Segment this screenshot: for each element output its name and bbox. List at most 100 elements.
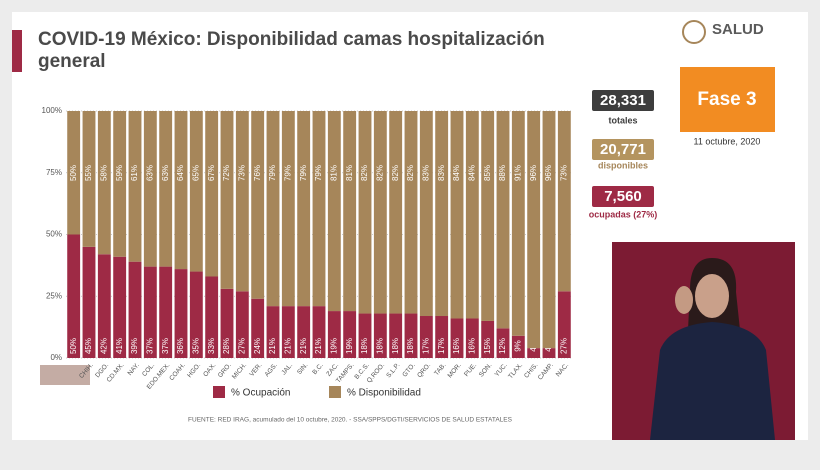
bar-segment (450, 111, 464, 319)
value-label: 18% (391, 338, 400, 354)
bar-segment (404, 111, 418, 314)
value-label: 82% (406, 165, 415, 181)
bar-segment (189, 111, 203, 272)
value-label: 72% (222, 165, 231, 181)
bar-segment (389, 313, 403, 358)
bar-segment (327, 311, 341, 358)
bar-segment (235, 111, 249, 292)
bar-segment (389, 111, 403, 314)
legend-label: % Disponibilidad (347, 388, 421, 399)
bar-segment (82, 246, 96, 358)
bar-segment (297, 306, 311, 358)
y-tick-label: 0% (50, 353, 62, 362)
legend-swatch (213, 386, 225, 398)
logo-text: SALUD (712, 21, 764, 38)
value-label: 50% (69, 165, 78, 181)
bar-segment (496, 328, 510, 358)
value-label: 82% (391, 165, 400, 181)
bar-segment (97, 254, 111, 358)
bar-segment (527, 111, 541, 349)
bar-segment (542, 348, 556, 358)
value-label: 28% (222, 338, 231, 354)
value-label: 73% (237, 165, 246, 181)
value-label: 27% (237, 338, 246, 354)
bar-segment (312, 306, 326, 358)
bar-segment (174, 111, 188, 270)
value-label: 83% (421, 165, 430, 181)
value-label: 37% (161, 338, 170, 354)
bar-segment (465, 318, 479, 358)
stat-label: disponibles (598, 160, 648, 170)
bar-segment (511, 335, 525, 358)
logo-emblem (682, 20, 706, 44)
value-label: 96% (529, 165, 538, 181)
bar-segment (465, 111, 479, 319)
bar-segment (113, 111, 127, 257)
stat-value: 20,771 (600, 141, 646, 158)
bar-segment (496, 111, 510, 329)
value-label: 85% (483, 165, 492, 181)
bar-segment (159, 111, 173, 267)
value-label: 27% (559, 338, 568, 354)
bar-segment (143, 111, 157, 267)
value-label: 39% (130, 338, 139, 354)
value-label: 63% (145, 165, 154, 181)
bar-segment (266, 111, 280, 307)
value-label: 37% (145, 338, 154, 354)
value-label: 35% (191, 338, 200, 354)
value-label: 36% (176, 338, 185, 354)
value-label: 73% (559, 165, 568, 181)
bar-segment (281, 306, 295, 358)
value-label: 58% (99, 165, 108, 181)
value-label: 19% (345, 338, 354, 354)
value-label: 79% (299, 165, 308, 181)
bar-segment (251, 111, 265, 299)
bar-segment (174, 269, 188, 358)
footnote: FUENTE: RED IRAG, acumulado del 10 octub… (188, 417, 513, 424)
y-tick-label: 50% (46, 230, 62, 239)
value-label: 84% (452, 165, 461, 181)
bar-segment (189, 271, 203, 358)
bar-segment (281, 111, 295, 307)
value-label: 81% (345, 165, 354, 181)
value-label: 16% (467, 338, 476, 354)
bar-segment (542, 111, 556, 349)
value-label: 63% (161, 165, 170, 181)
phase-box (680, 67, 775, 132)
value-label: 59% (115, 165, 124, 181)
value-label: 16% (452, 338, 461, 354)
legend-swatch (329, 386, 341, 398)
bar-segment (67, 111, 81, 235)
bar-segment (557, 291, 571, 358)
value-label: 12% (498, 338, 507, 354)
value-label: 88% (498, 165, 507, 181)
value-label: 82% (360, 165, 369, 181)
bar-segment (143, 266, 157, 358)
phase-label: Fase 3 (697, 89, 756, 110)
value-label: 96% (544, 165, 553, 181)
stat-box (592, 90, 654, 111)
stat-box (592, 139, 654, 160)
value-label: 79% (268, 165, 277, 181)
bar-segment (358, 313, 372, 358)
value-label: 42% (99, 338, 108, 354)
value-label: 18% (360, 338, 369, 354)
value-label: 76% (253, 165, 262, 181)
value-label: 9% (513, 340, 522, 352)
bar-segment (220, 288, 234, 358)
bar-segment (343, 111, 357, 312)
bar-segment (205, 276, 219, 358)
bar-segment (481, 111, 495, 321)
value-label: 21% (283, 338, 292, 354)
value-label: 15% (483, 338, 492, 354)
value-label: 91% (513, 165, 522, 181)
bar-segment (358, 111, 372, 314)
value-label: 79% (283, 165, 292, 181)
value-label: 21% (299, 338, 308, 354)
value-label: 45% (84, 338, 93, 354)
value-label: 21% (268, 338, 277, 354)
y-tick-label: 75% (46, 168, 62, 177)
bar-segment (67, 234, 81, 358)
bar-segment (251, 298, 265, 358)
bar-segment (312, 111, 326, 307)
